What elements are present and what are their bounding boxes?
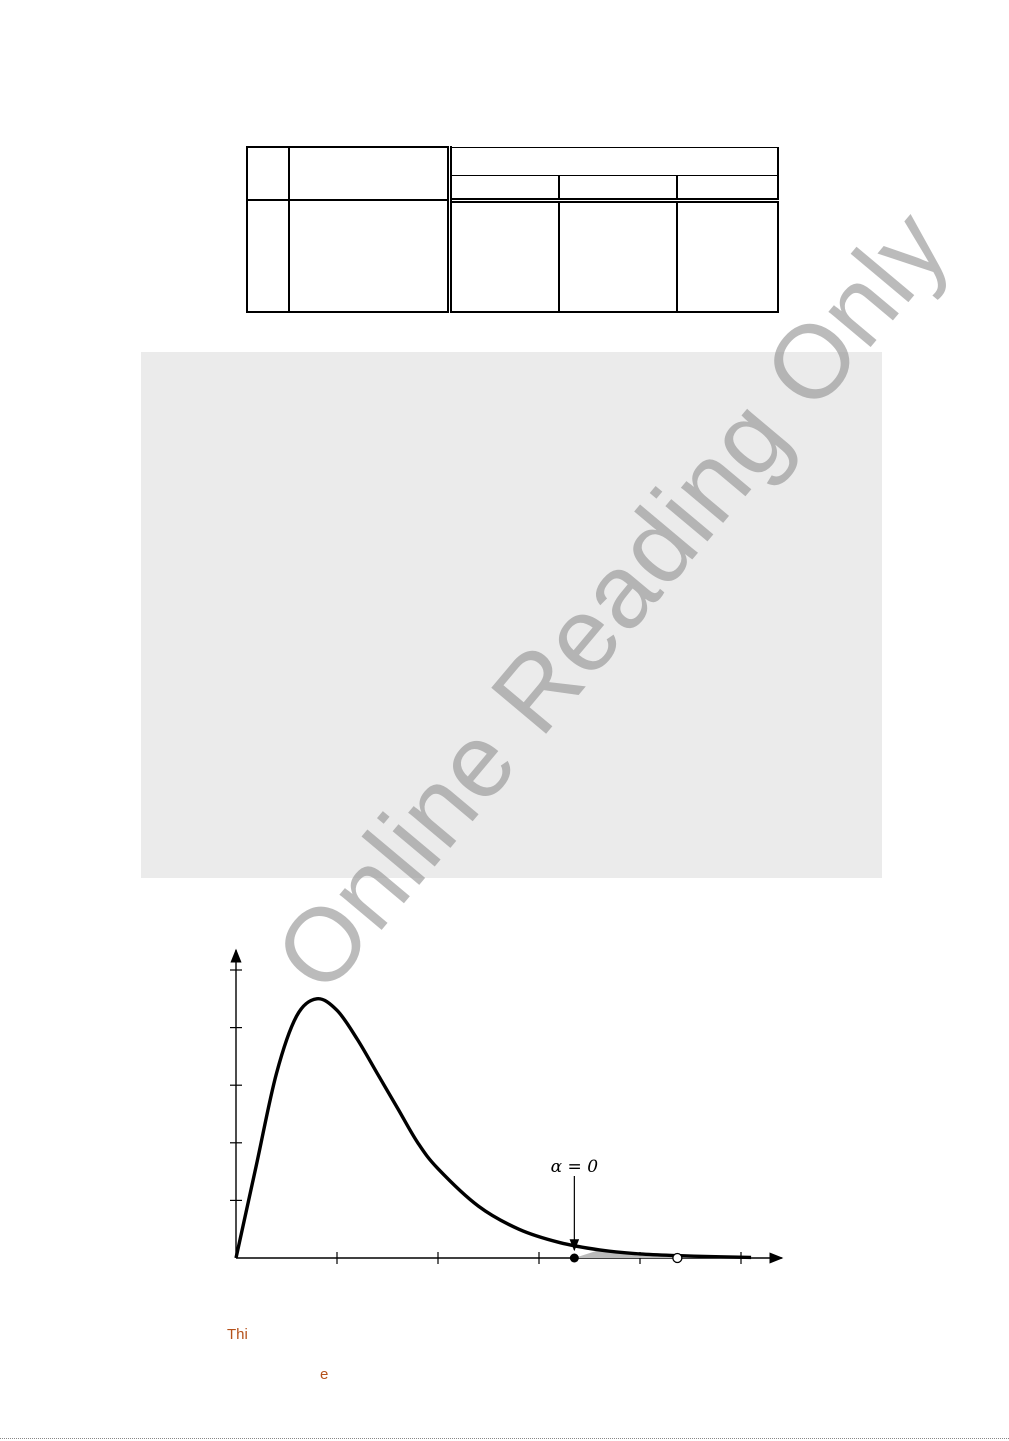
table-cell	[558, 199, 678, 313]
page-bottom-rule	[0, 1438, 1009, 1439]
plot-annotations: α = 0	[551, 1157, 683, 1264]
alpha-point	[569, 1253, 579, 1263]
table-header-cell	[246, 146, 290, 201]
table-header-cell	[288, 146, 452, 201]
plot-curve	[234, 997, 752, 1260]
alpha-label: α = 0	[551, 1157, 599, 1177]
table-cell	[675, 199, 780, 313]
table-header-cell	[448, 174, 560, 203]
table-cell	[246, 199, 290, 313]
table-cell	[448, 199, 560, 313]
density-curve	[234, 997, 752, 1260]
table-header-cell	[675, 174, 780, 203]
open-point	[672, 1252, 683, 1264]
shaded-box	[141, 352, 882, 878]
density-plot: α = 0	[230, 948, 784, 1264]
table-header-group	[447, 146, 780, 176]
table-cell	[288, 199, 452, 313]
plot-axes	[230, 948, 784, 1264]
footer-text-line2: e	[320, 1366, 329, 1383]
data-table	[246, 146, 780, 313]
footer-text-line1: Thi	[227, 1326, 248, 1343]
table-header-cell	[558, 174, 678, 203]
